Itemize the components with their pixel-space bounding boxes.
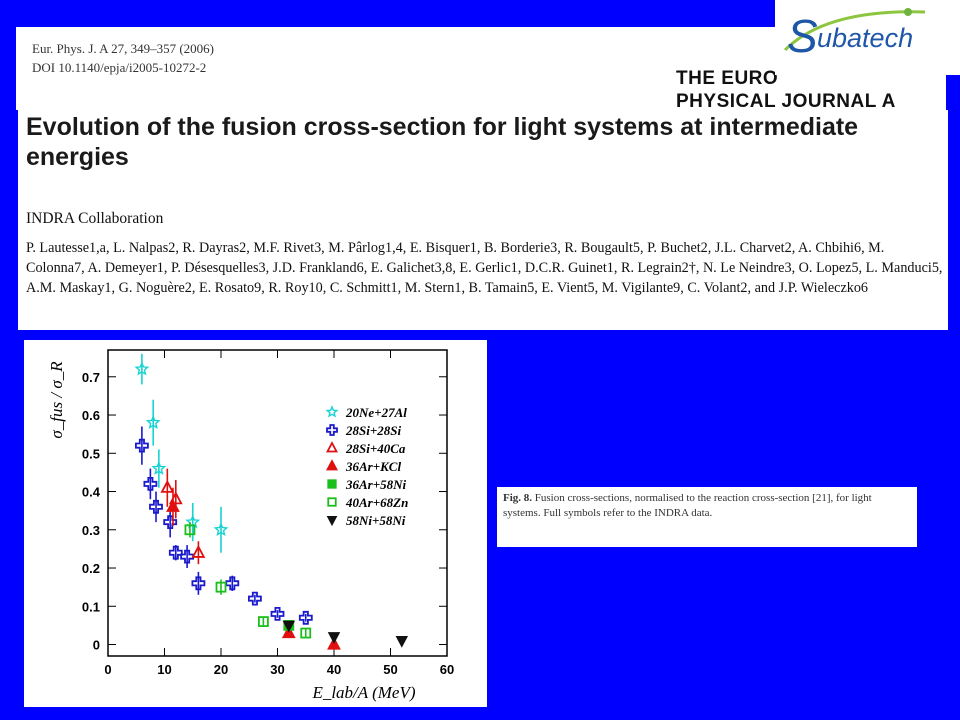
citation-doi: DOI 10.1140/epja/i2005-10272-2 [32, 60, 207, 75]
x-tick-label: 30 [270, 662, 284, 677]
data-point [145, 414, 161, 429]
data-point [134, 361, 150, 376]
x-tick-label: 10 [157, 662, 171, 677]
y-axis-label: σ_fus / σ_R [47, 361, 66, 439]
x-tick-label: 50 [383, 662, 397, 677]
subatech-logo: S ubatech [775, 0, 960, 75]
data-point [184, 524, 196, 536]
axis-ticks: 0 10 20 30 40 50 60 0 0.1 0.2 0.3 0.4 0.5 0.6 0.7 [82, 350, 454, 677]
collaboration-name: INDRA Collaboration [26, 210, 164, 227]
data-point [395, 636, 409, 648]
legend-entry: 40Ar+68Zn [345, 495, 408, 510]
data-point [300, 627, 312, 639]
legend-marker [325, 405, 339, 418]
data-point [135, 438, 149, 453]
figure-caption-card: Fig. 8. Fusion cross-sections, normalise… [497, 487, 917, 547]
x-tick-label: 20 [214, 662, 228, 677]
data-point [160, 479, 175, 493]
subatech-logo-graphic: S ubatech [783, 8, 926, 62]
journal-name-line2: PHYSICAL JOURNAL A [676, 91, 896, 112]
legend-marker [326, 516, 338, 527]
data-point [213, 521, 229, 537]
data-point [149, 499, 163, 514]
author-list: P. Lautesse1,a, L. Nalpas2, R. Dayras2, … [26, 240, 943, 296]
x-tick-label: 60 [440, 662, 454, 677]
legend-entry: 36Ar+KCl [345, 459, 401, 474]
data-point [257, 616, 269, 627]
data-point [298, 610, 313, 625]
logo-wordmark: ubatech [817, 23, 913, 53]
data-point [247, 591, 262, 606]
legend-marker [326, 424, 338, 436]
legend-entry: 28Si+40Ca [345, 441, 406, 456]
legend-entry: 20Ne+27Al [345, 405, 407, 420]
data-point [143, 476, 158, 491]
y-tick-label: 0.6 [82, 408, 100, 423]
y-tick-label: 0.5 [82, 446, 100, 461]
legend-marker [327, 479, 337, 489]
y-tick-label: 0.2 [82, 561, 100, 576]
caption-label: Fig. 8. [503, 492, 533, 504]
data-points [134, 353, 409, 650]
x-tick-label: 0 [104, 662, 111, 677]
logo-letter-s: S [787, 10, 818, 62]
legend-marker [326, 441, 338, 453]
data-point [191, 576, 206, 591]
data-point [327, 632, 341, 644]
data-point [225, 576, 240, 591]
data-point [282, 620, 296, 633]
journal-name-line1: THE EURO [676, 68, 779, 89]
data-point [166, 498, 180, 512]
legend: 20Ne+27Al 28Si+28Si 28Si+40Ca 36Ar+KCl 36Ar+… [325, 405, 408, 528]
citation-journal-line: Eur. Phys. J. A 27, 349–357 (2006) [32, 41, 215, 56]
y-tick-label: 0 [93, 638, 100, 653]
y-tick-label: 0.4 [82, 485, 101, 500]
figure-8-chart: 0 10 20 30 40 50 60 0 0.1 0.2 0.3 0.4 0.5 0.6 0.7 20Ne… [24, 340, 487, 707]
data-point [180, 549, 195, 564]
citation-block: Eur. Phys. J. A 27, 349–357 (2006) DOI 1… [32, 39, 214, 77]
caption-text: Fusion cross-sections, normalised to the… [503, 492, 872, 519]
figure-caption: Fig. 8. Fusion cross-sections, normalise… [503, 491, 909, 521]
y-tick-label: 0.3 [82, 523, 100, 538]
legend-marker [327, 497, 337, 507]
legend-entry: 28Si+28Si [345, 423, 401, 438]
legend-entry: 36Ar+58Ni [345, 477, 407, 492]
x-tick-label: 40 [327, 662, 341, 677]
data-point [270, 606, 285, 621]
fusion-chart-svg: 0 10 20 30 40 50 60 0 0.1 0.2 0.3 0.4 0.5 0.6 0.7 20Ne… [47, 349, 454, 702]
paper-title-card: Evolution of the fusion cross-section fo… [18, 110, 948, 330]
y-tick-label: 0.7 [82, 370, 100, 385]
x-axis-label: E_lab/A (MeV) [311, 683, 415, 702]
data-point [191, 544, 206, 558]
y-tick-label: 0.1 [82, 599, 100, 614]
logo-dot [904, 8, 912, 16]
data-point [168, 545, 183, 560]
paper-title: Evolution of the fusion cross-section fo… [26, 113, 859, 171]
data-point [215, 581, 227, 593]
journal-name: THE EURO PHYSICAL JOURNAL A [676, 67, 896, 113]
legend-entry: 58Ni+58Ni [346, 513, 406, 528]
data-point [151, 460, 167, 475]
legend-marker [326, 459, 338, 471]
